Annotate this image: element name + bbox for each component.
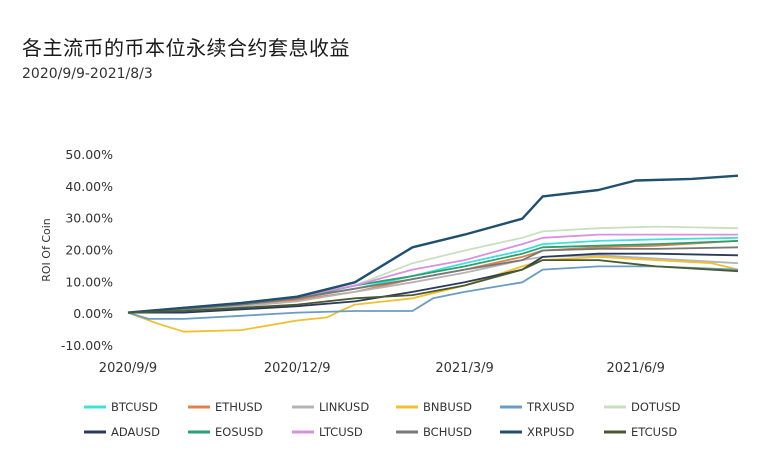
legend-label-linkusd: LINKUSD xyxy=(319,400,369,414)
chart-subtitle: 2020/9/9-2021/8/3 xyxy=(22,66,153,82)
series-line-bnbusd xyxy=(127,255,739,333)
series-line-linkusd xyxy=(127,254,739,314)
series-line-xrpusd xyxy=(127,174,739,314)
series-line-etcusd xyxy=(127,259,739,314)
y-tick-label: 10.00% xyxy=(65,274,113,289)
legend-label-dotusd: DOTUSD xyxy=(631,400,681,414)
legend-label-etcusd: ETCUSD xyxy=(631,425,677,439)
series-line-ethusd xyxy=(127,240,739,314)
y-tick-label: 0.00% xyxy=(73,306,113,321)
legend-label-ltcusd: LTCUSD xyxy=(319,425,363,439)
legend-label-btcusd: BTCUSD xyxy=(111,400,158,414)
series-line-adausd xyxy=(128,252,739,314)
series-line-trxusd xyxy=(127,265,739,320)
legend-label-eosusd: EOSUSD xyxy=(215,425,263,439)
legend-label-xrpusd: XRPUSD xyxy=(527,425,575,439)
y-tick-label: -10.00% xyxy=(61,338,113,353)
y-axis-label: ROI Of Coin xyxy=(40,218,53,282)
x-tick-label: 2021/3/9 xyxy=(435,361,493,376)
legend-label-ethusd: ETHUSD xyxy=(215,400,263,414)
y-tick-label: 20.00% xyxy=(65,243,113,258)
x-tick-label: 2020/9/9 xyxy=(99,361,157,376)
y-tick-label: 50.00% xyxy=(65,147,113,162)
series-line-eosusd xyxy=(127,240,739,314)
y-tick-label: 30.00% xyxy=(65,211,113,226)
legend-label-bnbusd: BNBUSD xyxy=(423,400,472,414)
x-tick-label: 2021/6/9 xyxy=(607,361,665,376)
legend-label-adausd: ADAUSD xyxy=(111,425,160,439)
y-tick-label: 40.00% xyxy=(65,179,113,194)
x-tick-label: 2020/12/9 xyxy=(264,361,331,376)
legend-label-bchusd: BCHUSD xyxy=(423,425,472,439)
legend-label-trxusd: TRXUSD xyxy=(526,400,575,414)
chart-title: 各主流币的币本位永续合约套息收益 xyxy=(22,36,350,60)
series-line-bchusd xyxy=(127,246,739,314)
